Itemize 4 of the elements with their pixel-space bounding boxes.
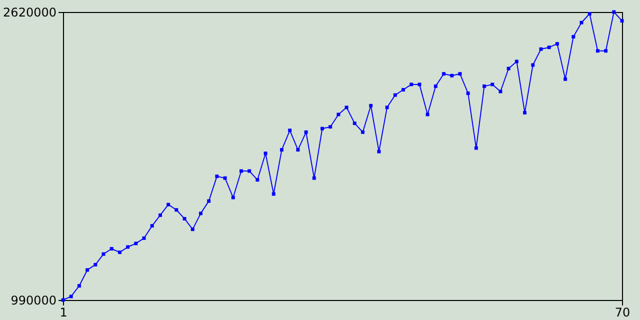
- y-tick-label: 2620000: [3, 6, 56, 20]
- x-tick-label: 1: [60, 306, 68, 320]
- x-tick-label: 70: [614, 306, 630, 320]
- y-tick-label: 990000: [10, 294, 56, 308]
